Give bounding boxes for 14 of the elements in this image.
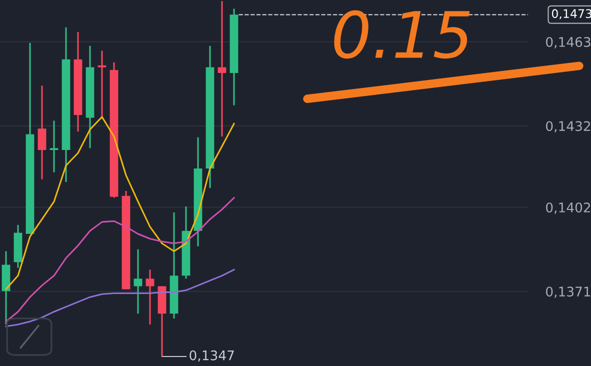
candlestick xyxy=(146,268,154,326)
candlestick xyxy=(50,120,58,174)
candlestick xyxy=(98,50,106,118)
y-tick-label: 0,1371 xyxy=(546,286,590,298)
annotation: 0,1347 xyxy=(190,350,234,362)
line-series xyxy=(5,268,235,328)
annotation: 0.15 xyxy=(334,10,470,59)
candlestick xyxy=(38,84,46,180)
y-tick-label: 0,1432 xyxy=(546,121,590,132)
candlestick xyxy=(134,248,142,314)
y-tick-label: 0,1463 xyxy=(546,37,590,48)
candlestick xyxy=(218,0,226,138)
y-tick-label: 0,1402 xyxy=(546,202,590,214)
line-series xyxy=(5,197,235,322)
